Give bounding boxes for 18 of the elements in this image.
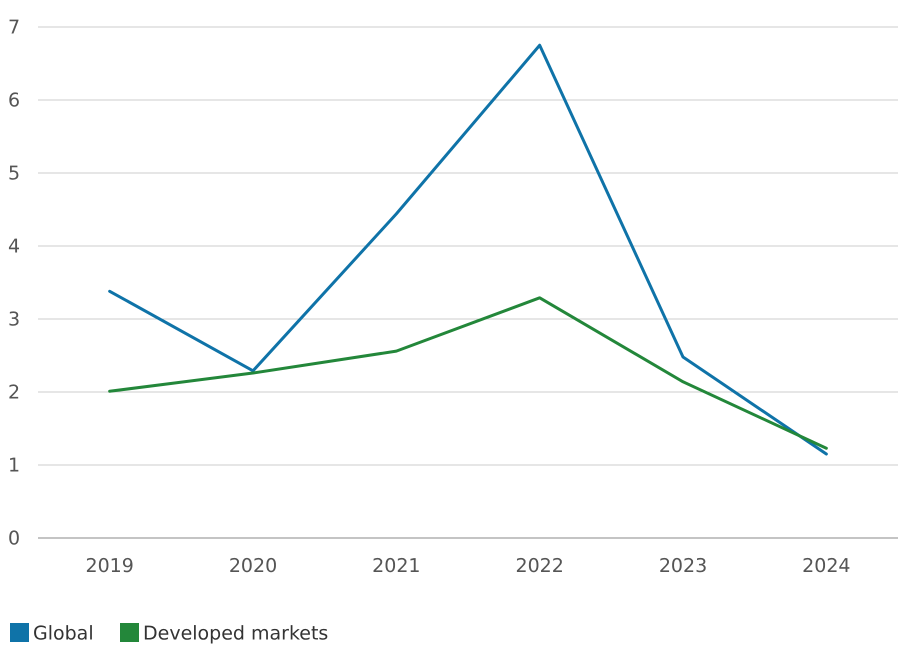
legend-label: Global (33, 622, 94, 645)
y-tick-label: 2 (8, 382, 20, 404)
y-tick-label: 6 (8, 90, 20, 112)
x-tick-label: 2021 (372, 555, 421, 577)
x-tick-label: 2023 (658, 555, 708, 577)
y-tick-label: 3 (8, 308, 20, 331)
x-tick-label: 2019 (85, 555, 134, 577)
y-tick-label: 7 (8, 16, 20, 39)
line-series (108, 44, 828, 456)
line-series (108, 296, 828, 450)
y-tick-label: 5 (8, 162, 20, 185)
y-tick-label: 0 (8, 528, 20, 550)
x-tick-label: 2024 (802, 555, 851, 577)
y-tick-label: 4 (8, 236, 20, 258)
legend-label: Developed markets (143, 622, 328, 645)
x-tick-label: 2022 (515, 555, 564, 577)
y-tick-label: 1 (8, 454, 20, 477)
x-tick-label: 2020 (228, 555, 278, 577)
